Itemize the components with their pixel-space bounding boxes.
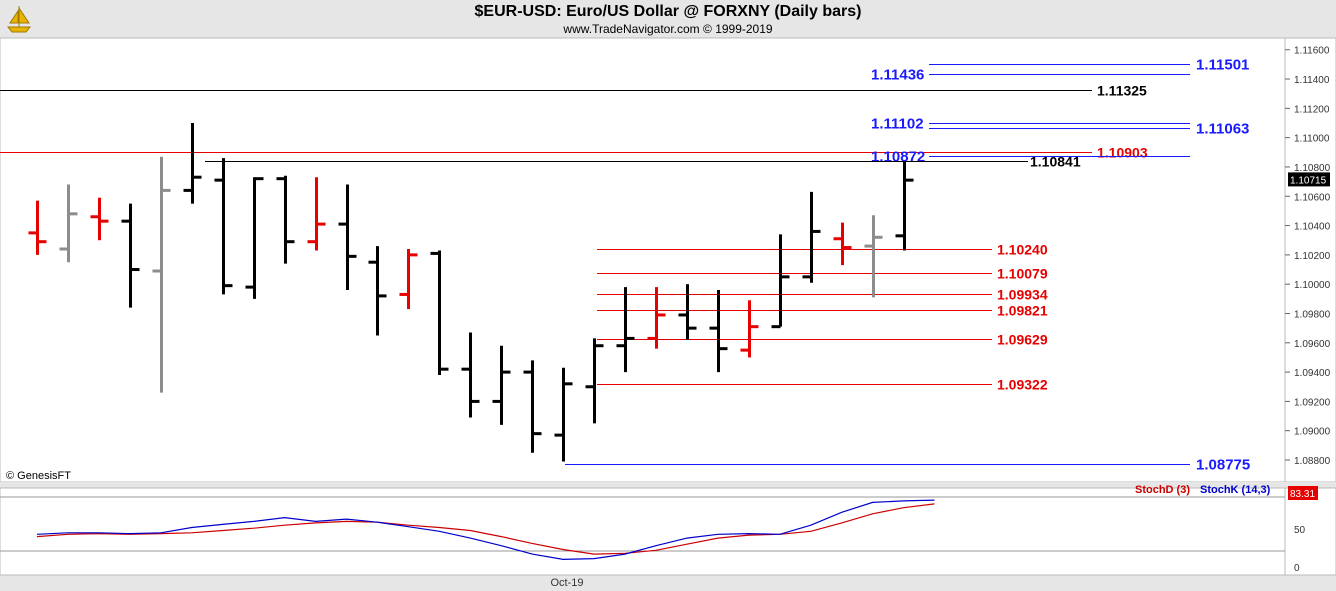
y-tick-label: 1.09000 [1294,427,1331,438]
chart-header: $EUR-USD: Euro/US Dollar @ FORXNY (Daily… [0,0,1336,38]
ohlc-bar[interactable] [492,345,511,425]
ohlc-bar[interactable] [461,332,480,418]
ohlc-bar[interactable] [183,122,202,204]
x-axis-label: Oct-19 [550,577,583,589]
stochastic-tick-label: 0 [1294,563,1300,574]
ohlc-bar[interactable] [368,246,387,336]
y-tick-label: 1.08800 [1294,456,1331,467]
sailboat-logo-icon [4,3,34,35]
ohlc-bar[interactable] [554,367,573,462]
stochastic-line [36,503,935,555]
y-tick-label: 1.10000 [1294,280,1331,291]
ohlc-bar[interactable] [307,177,326,251]
price-panel [0,37,1286,483]
y-tick-label: 1.09600 [1294,339,1331,350]
ohlc-bar[interactable] [678,284,697,340]
level-label: 1.09821 [997,303,1048,319]
stochastic-tick-label: 50 [1294,525,1306,536]
y-tick-label: 1.11200 [1294,104,1330,115]
level-label: 1.10841 [1030,154,1081,170]
chart-subtitle: www.TradeNavigator.com © 1999-2019 [563,22,773,36]
ohlc-bar[interactable] [616,287,635,373]
ohlc-bar[interactable] [833,222,852,266]
y-tick-label: 1.10200 [1294,251,1331,262]
ohlc-bar[interactable] [585,338,604,424]
panel-divider [0,482,1336,488]
y-tick-label: 1.09200 [1294,397,1331,408]
stochastic-line [36,499,935,561]
level-label: 1.09322 [997,377,1048,393]
level-label: 1.10872 [871,149,925,166]
legend-entry: StochD (3) [1135,484,1190,496]
level-label: 1.10240 [997,242,1048,258]
y-tick-label: 1.11000 [1294,134,1330,145]
legend-entry: StochK (14,3) [1200,484,1271,496]
stochastic-last-label: 83.31 [1290,489,1315,500]
ohlc-bar[interactable] [771,234,790,329]
stochastic-last-box [1288,486,1318,500]
y-tick-label: 1.11600 [1294,46,1330,57]
level-label: 1.10079 [997,266,1048,282]
chart-title: $EUR-USD: Euro/US Dollar @ FORXNY (Daily… [474,3,862,20]
ohlc-bar[interactable] [90,197,109,241]
y-tick-label: 1.09400 [1294,368,1331,379]
level-label: 1.11102 [871,116,924,133]
y-tick-label: 1.09800 [1294,309,1331,320]
ohlc-bar[interactable] [152,156,171,393]
ohlc-bar[interactable] [430,250,449,376]
ohlc-bar[interactable] [59,184,78,263]
level-label: 1.11063 [1196,121,1249,138]
y-tick-label: 1.11400 [1294,75,1330,86]
level-label: 1.08775 [1196,457,1250,474]
ohlc-bar[interactable] [399,249,418,310]
ohlc-bar[interactable] [245,177,264,299]
ohlc-bar[interactable] [647,287,666,349]
level-label: 1.11325 [1097,83,1147,99]
last-price-label: 1.10715 [1290,175,1327,186]
ohlc-bar[interactable] [740,300,759,358]
stochastic-panel [0,487,1286,576]
ohlc-bar[interactable] [214,158,233,295]
last-price-box [1288,172,1330,187]
chart-footer [0,575,1336,591]
ohlc-bar[interactable] [709,290,728,373]
copyright-text: © GenesisFT [6,470,71,482]
y-tick-label: 1.10400 [1294,222,1331,233]
ohlc-bar[interactable] [864,215,883,298]
ohlc-bar[interactable] [28,200,47,255]
stochastic-axis-panel [1284,487,1336,576]
y-tick-label: 1.10800 [1294,163,1331,174]
ohlc-bar[interactable] [276,175,295,264]
ohlc-bar[interactable] [895,161,914,251]
ohlc-bar[interactable] [338,184,357,291]
level-label: 1.09934 [997,287,1048,303]
level-label: 1.11501 [1196,57,1249,74]
ohlc-bar[interactable] [802,191,821,283]
level-label: 1.10903 [1097,145,1148,161]
level-label: 1.09629 [997,332,1048,348]
level-label: 1.11436 [871,67,924,84]
ohlc-bar[interactable] [121,203,140,308]
y-tick-label: 1.10600 [1294,192,1331,203]
ohlc-bar[interactable] [523,360,542,453]
